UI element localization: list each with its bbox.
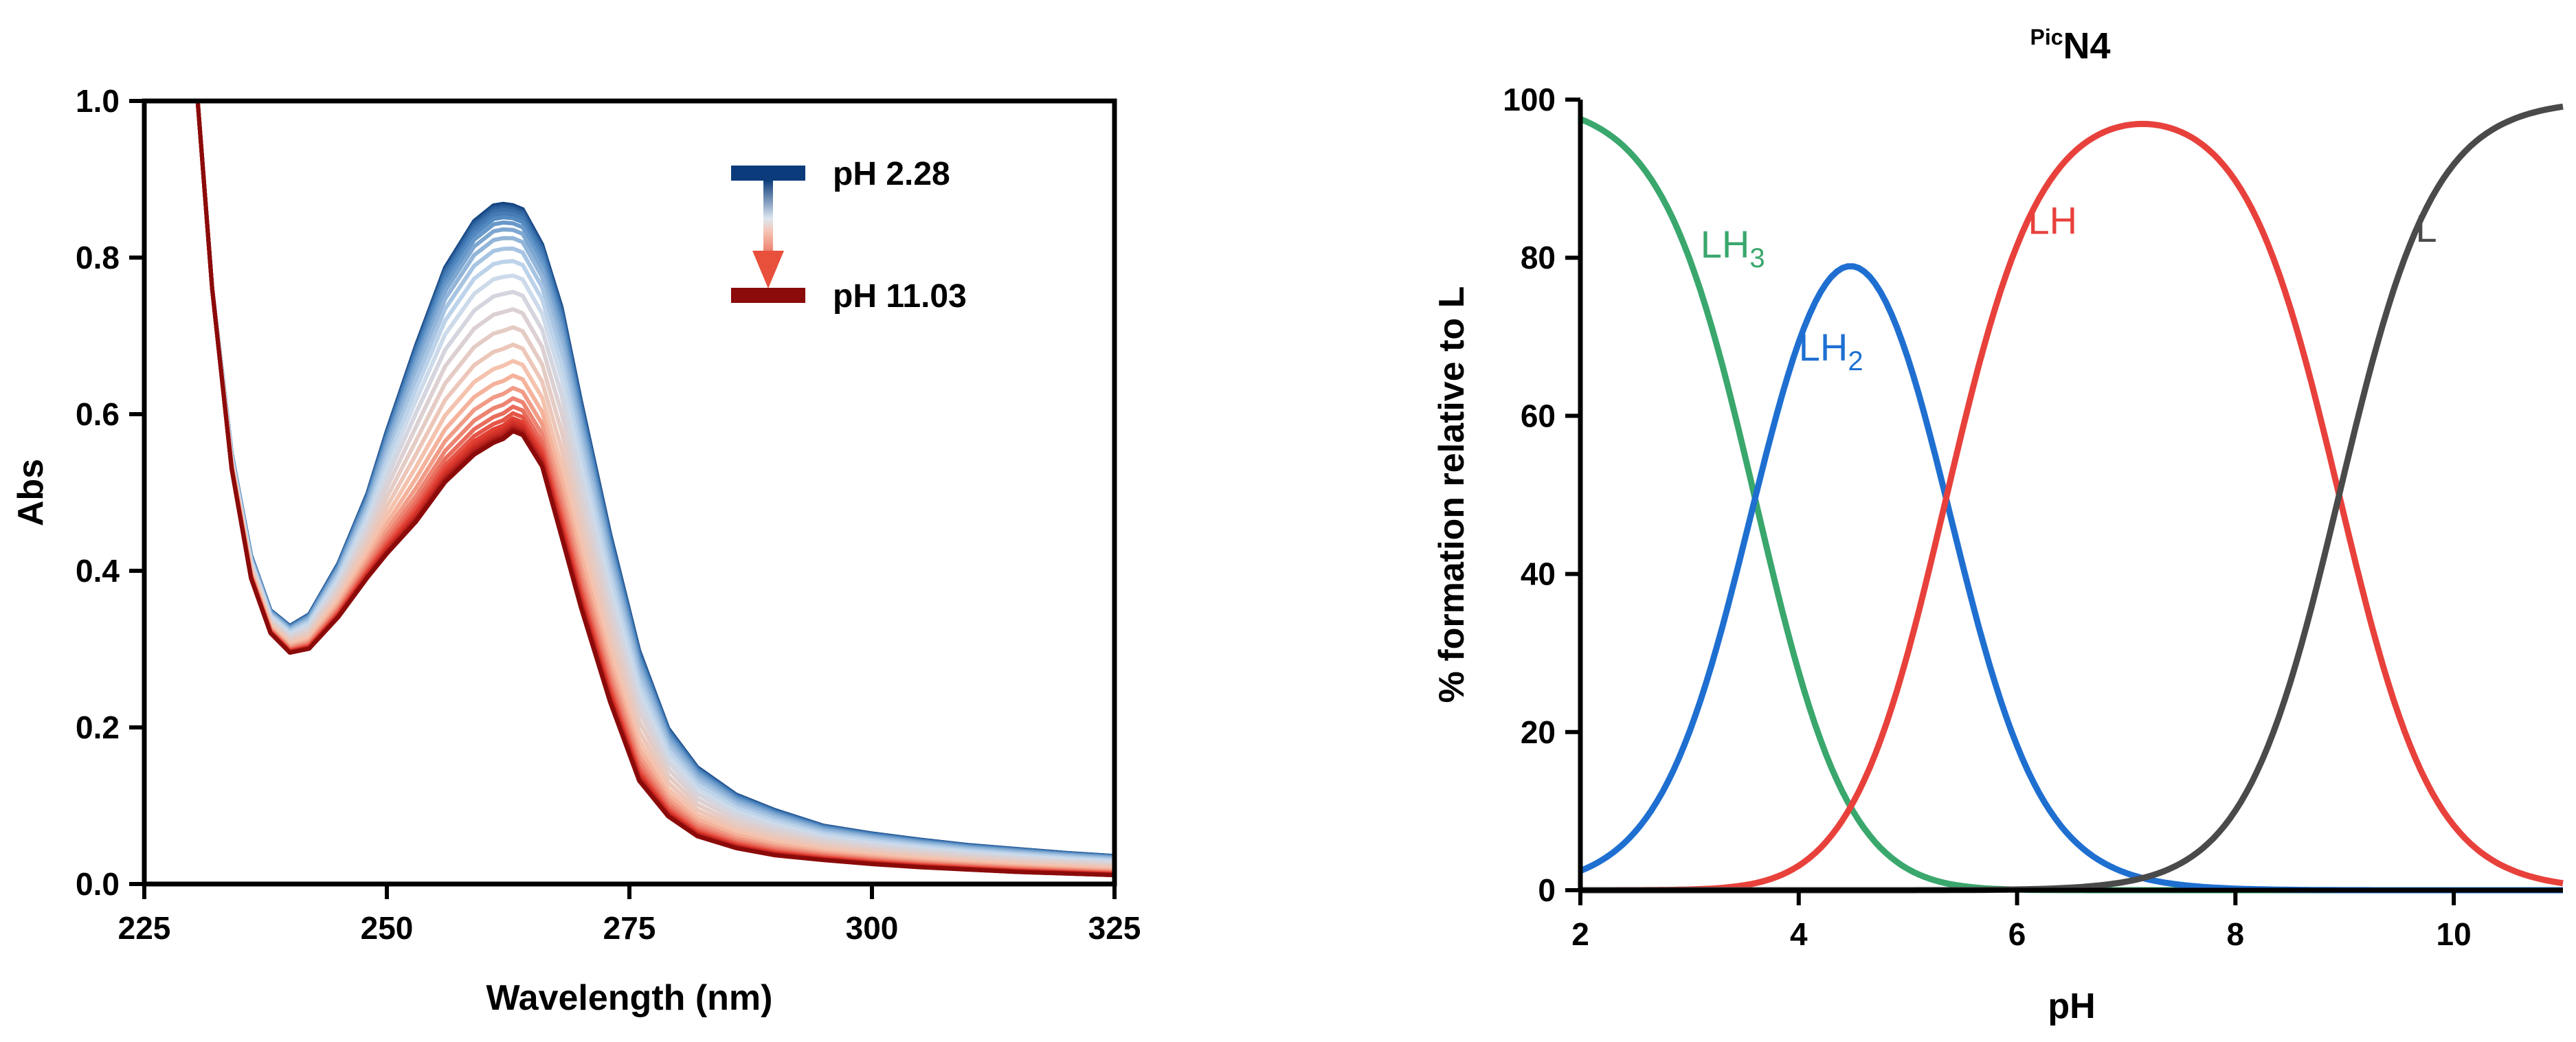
y-tick-label: 80	[1521, 240, 1556, 275]
species-label: LH	[2028, 199, 2077, 242]
legend-arrow-head	[752, 251, 784, 288]
x-tick-label: 275	[603, 910, 656, 946]
y-tick-label: 20	[1521, 714, 1556, 750]
x-tick-label: 300	[846, 910, 899, 946]
legend-gradient-bar	[763, 180, 773, 266]
spectrum-line	[195, 100, 1115, 869]
uv-spectra-chart: 225 250 275 300 325 0.0 0.2 0.4 0.6 0.8 1.0 Wavel…	[11, 83, 1141, 1018]
x-ticks: 225 250 275 300 325	[118, 884, 1141, 946]
y-ticks: 0.0 0.2 0.4 0.6 0.8 1.0	[76, 83, 144, 902]
speciation-chart: LH3 LH2 LH L 2 4 6 8 10 0 20 40 60 80 100 PicN4 pH %…	[1432, 25, 2564, 1026]
y-tick-label: 100	[1503, 82, 1556, 117]
x-tick-label: 225	[118, 910, 171, 946]
spectra-curves	[195, 100, 1115, 878]
x-tick-label: 8	[2227, 916, 2245, 952]
y-tick-label: 40	[1521, 556, 1556, 592]
x-tick-label: 250	[361, 910, 414, 946]
y-ticks: 0 20 40 60 80 100	[1503, 82, 1580, 908]
x-tick-label: 6	[2008, 916, 2026, 952]
x-tick-label: 325	[1088, 910, 1141, 946]
y-tick-label: 60	[1521, 398, 1556, 433]
y-tick-label: 0.2	[76, 710, 120, 745]
spectrum-line	[195, 100, 1115, 868]
spectrum-line	[195, 100, 1115, 878]
x-tick-label: 10	[2437, 916, 2472, 952]
legend-start-label: pH 2.28	[833, 156, 950, 192]
spectrum-line	[195, 100, 1115, 865]
legend: pH 2.28 pH 11.03	[731, 156, 967, 315]
species-curve-lh2	[1579, 263, 2563, 894]
y-tick-label: 0	[1538, 872, 1556, 908]
species-curve-lh	[1580, 120, 2564, 894]
x-tick-label: 2	[1571, 916, 1589, 952]
x-axis-label: pH	[2048, 986, 2095, 1026]
title-text: N4	[2063, 25, 2111, 67]
y-tick-label: 1.0	[76, 83, 120, 119]
y-tick-label: 0.6	[76, 396, 120, 432]
title-superscript: Pic	[2030, 25, 2063, 49]
y-axis-label: Abs	[11, 459, 51, 526]
x-tick-label: 4	[1790, 916, 1808, 952]
y-axis-label: % formation relative to L	[1432, 286, 1472, 703]
x-axis-label: Wavelength (nm)	[486, 978, 773, 1018]
chart-title: PicN4	[2030, 25, 2110, 67]
legend-end-label: pH 11.03	[833, 278, 967, 315]
species-labels: LH3 LH2 LH L	[1701, 199, 2437, 376]
x-ticks: 2 4 6 8 10	[1571, 890, 2472, 952]
species-label: LH2	[1799, 326, 1863, 376]
plot-frame	[142, 98, 1117, 887]
y-tick-label: 0.4	[76, 553, 120, 589]
y-tick-label: 0.0	[76, 866, 120, 902]
species-label: LH3	[1701, 223, 1765, 273]
species-label: L	[2416, 207, 2437, 250]
y-tick-label: 0.8	[76, 240, 120, 275]
